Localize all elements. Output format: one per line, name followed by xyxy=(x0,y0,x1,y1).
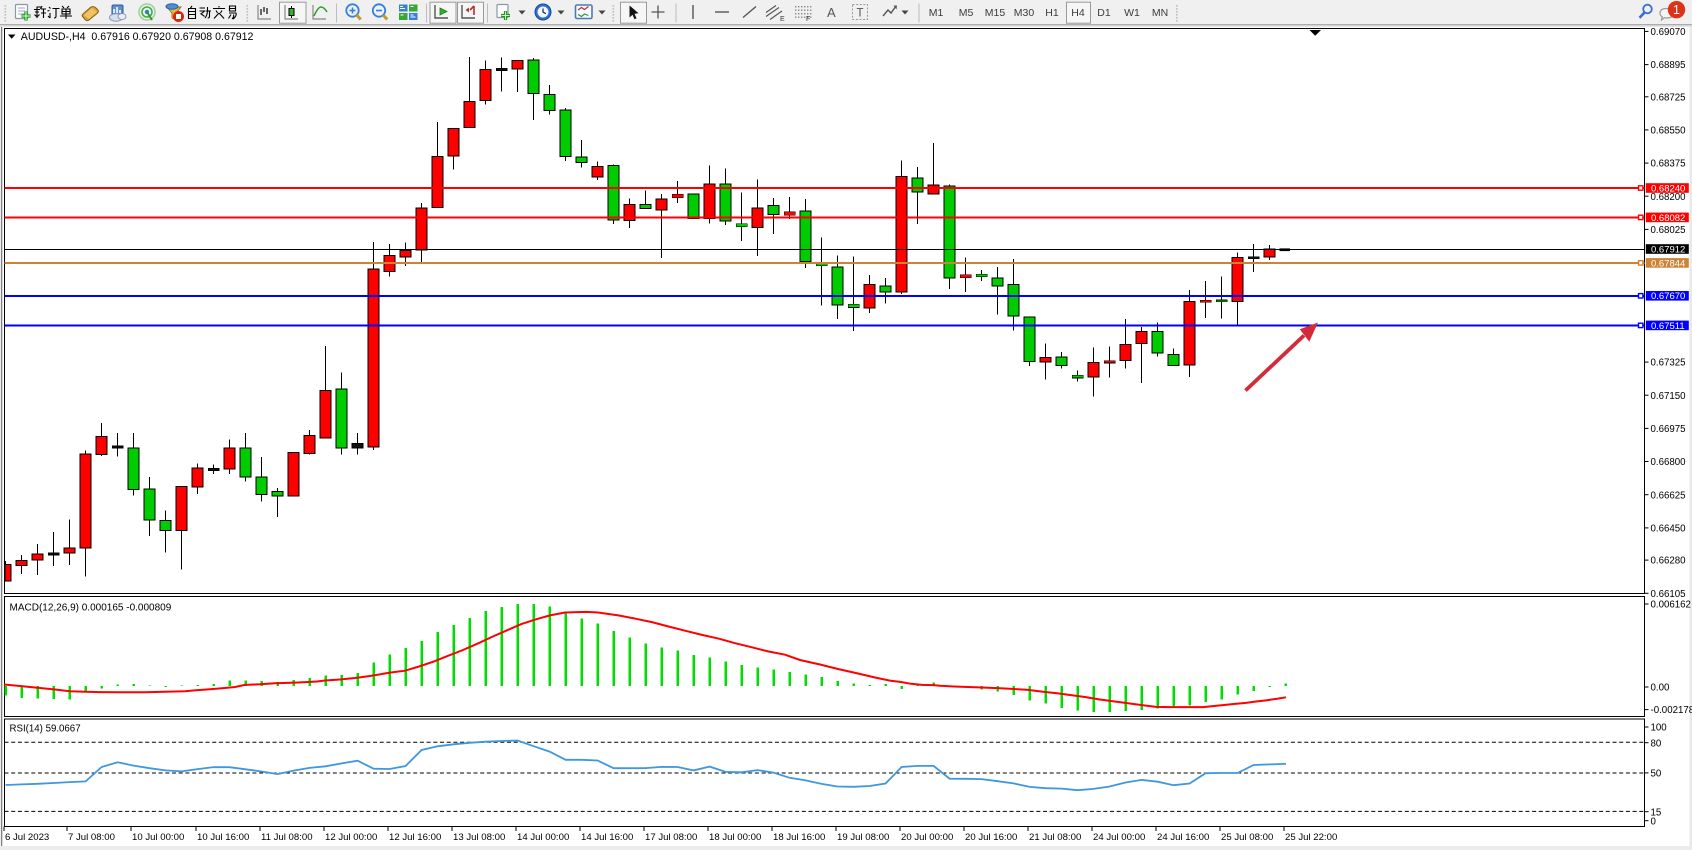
svg-text:D1: D1 xyxy=(1097,7,1111,19)
svg-text:25 Jul 22:00: 25 Jul 22:00 xyxy=(1285,832,1337,843)
svg-text:20 Jul 00:00: 20 Jul 00:00 xyxy=(901,832,953,843)
svg-text:0.66280: 0.66280 xyxy=(1651,556,1687,567)
svg-text:0.68725: 0.68725 xyxy=(1651,92,1686,103)
svg-text:20 Jul 16:00: 20 Jul 16:00 xyxy=(965,832,1017,843)
svg-text:21 Jul 08:00: 21 Jul 08:00 xyxy=(1029,832,1081,843)
svg-text:0.67511: 0.67511 xyxy=(1651,321,1685,332)
svg-text:M30: M30 xyxy=(1014,7,1035,19)
svg-text:0.66450: 0.66450 xyxy=(1651,524,1687,535)
svg-text:A: A xyxy=(827,5,836,20)
svg-text:19 Jul 08:00: 19 Jul 08:00 xyxy=(837,832,889,843)
svg-text:T: T xyxy=(857,8,864,20)
svg-text:24 Jul 16:00: 24 Jul 16:00 xyxy=(1157,832,1209,843)
svg-text:1: 1 xyxy=(1673,3,1680,17)
svg-text:80: 80 xyxy=(1651,738,1662,749)
svg-text:10 Jul 00:00: 10 Jul 00:00 xyxy=(132,832,184,843)
svg-text:25 Jul 08:00: 25 Jul 08:00 xyxy=(1221,832,1273,843)
svg-text:MACD(12,26,9) 0.000165 -0.0008: MACD(12,26,9) 0.000165 -0.000809 xyxy=(10,603,172,614)
svg-text:14 Jul 00:00: 14 Jul 00:00 xyxy=(517,832,569,843)
svg-text:100: 100 xyxy=(1651,723,1668,734)
svg-text:M15: M15 xyxy=(985,7,1006,19)
svg-text:0.67670: 0.67670 xyxy=(1651,291,1685,302)
svg-text:M1: M1 xyxy=(929,7,944,19)
svg-text:M5: M5 xyxy=(959,7,974,19)
svg-text:0.67912: 0.67912 xyxy=(1651,244,1685,255)
svg-text:50: 50 xyxy=(1651,769,1662,780)
svg-text:0.68895: 0.68895 xyxy=(1651,60,1686,71)
svg-text:6 Jul 2023: 6 Jul 2023 xyxy=(5,832,49,843)
svg-text:0.67844: 0.67844 xyxy=(1651,258,1685,269)
svg-text:0.66800: 0.66800 xyxy=(1651,457,1687,468)
svg-text:AUDUSD-,H4 0.67916 0.67920 0.: AUDUSD-,H4 0.67916 0.67920 0.67908 0.679… xyxy=(21,31,254,43)
svg-text:0.67150: 0.67150 xyxy=(1651,391,1687,402)
svg-text:0.68240: 0.68240 xyxy=(1651,183,1685,194)
svg-text:10 Jul 16:00: 10 Jul 16:00 xyxy=(197,832,249,843)
svg-text:7 Jul 08:00: 7 Jul 08:00 xyxy=(68,832,115,843)
svg-text:MN: MN xyxy=(1152,7,1168,19)
svg-text:0: 0 xyxy=(1651,816,1657,827)
svg-text:12 Jul 00:00: 12 Jul 00:00 xyxy=(325,832,377,843)
svg-text:0.68200: 0.68200 xyxy=(1651,192,1687,203)
svg-text:0.006162: 0.006162 xyxy=(1651,600,1691,611)
svg-text:15: 15 xyxy=(1651,807,1662,818)
svg-text:E: E xyxy=(780,16,785,23)
svg-text:18 Jul 00:00: 18 Jul 00:00 xyxy=(709,832,761,843)
svg-text:14 Jul 16:00: 14 Jul 16:00 xyxy=(581,832,633,843)
svg-text:11 Jul 08:00: 11 Jul 08:00 xyxy=(261,832,313,843)
svg-text:13 Jul 08:00: 13 Jul 08:00 xyxy=(453,832,505,843)
svg-text:17 Jul 08:00: 17 Jul 08:00 xyxy=(645,832,697,843)
svg-text:18 Jul 16:00: 18 Jul 16:00 xyxy=(773,832,825,843)
svg-text:0.69070: 0.69070 xyxy=(1651,27,1687,38)
svg-text:RSI(14) 59.0667: RSI(14) 59.0667 xyxy=(10,724,81,735)
svg-text:H1: H1 xyxy=(1045,7,1059,19)
svg-text:F: F xyxy=(806,16,810,23)
svg-text:0.68375: 0.68375 xyxy=(1651,159,1686,170)
svg-text:H4: H4 xyxy=(1071,7,1085,19)
svg-text:0.66975: 0.66975 xyxy=(1651,424,1686,435)
svg-text:0.68550: 0.68550 xyxy=(1651,126,1687,137)
svg-text:W1: W1 xyxy=(1124,7,1140,19)
svg-text:0.67325: 0.67325 xyxy=(1651,358,1686,369)
svg-text:0.66625: 0.66625 xyxy=(1651,490,1686,501)
svg-text:12 Jul 16:00: 12 Jul 16:00 xyxy=(389,832,441,843)
svg-text:0.00: 0.00 xyxy=(1651,683,1670,694)
svg-text:0.68082: 0.68082 xyxy=(1651,213,1685,224)
svg-text:0.68025: 0.68025 xyxy=(1651,225,1686,236)
svg-text:24 Jul 00:00: 24 Jul 00:00 xyxy=(1093,832,1145,843)
svg-text:-0.002178: -0.002178 xyxy=(1651,705,1692,716)
svg-text:0.66105: 0.66105 xyxy=(1651,589,1686,600)
